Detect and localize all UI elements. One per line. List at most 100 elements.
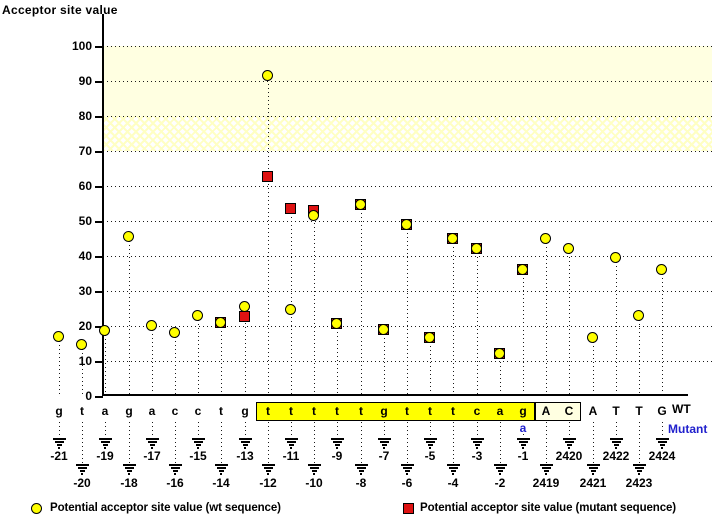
pointer-glyph-bar--16-2	[172, 470, 178, 472]
pointer-glyph-bar--15-1	[193, 441, 203, 443]
pointer-glyph-bar-2423-1	[634, 467, 644, 469]
stem-2424	[662, 270, 663, 394]
legend-wt-marker-icon	[31, 503, 42, 514]
pointer-stem-2419	[546, 422, 547, 464]
pointer-glyph-bar--1-2	[520, 444, 526, 446]
y-axis-line	[102, 14, 104, 396]
pointer-glyph-bar-2419-1	[541, 467, 551, 469]
pointer-glyph-bar-2422-1	[611, 441, 621, 443]
stem--19	[105, 331, 106, 394]
wt-point--1	[517, 264, 528, 275]
pointer-glyph-bar--3-0	[470, 438, 484, 440]
pointer-stem--9	[337, 422, 338, 438]
base--13: g	[241, 404, 249, 418]
pointer-stem--21	[59, 422, 60, 438]
y-tick-label-70: 70	[78, 144, 92, 158]
wt-point--6	[401, 219, 412, 230]
gridline-y-60	[103, 186, 712, 187]
stem--15	[198, 316, 199, 394]
pointer-glyph-bar--7-2	[381, 444, 387, 446]
position-label--6: -6	[401, 476, 413, 490]
pointer-glyph-bar--5-2	[427, 444, 433, 446]
stem--13	[245, 307, 246, 394]
position-label--8: -8	[355, 476, 367, 490]
pointer-glyph-bar-2422-0	[609, 438, 623, 440]
stem--5	[430, 338, 431, 394]
pointer-glyph-bar--2-0	[493, 464, 507, 466]
pointer-stem--4	[453, 422, 454, 464]
wt-point--11	[285, 304, 296, 315]
y-tick-10	[95, 361, 103, 363]
pointer-glyph-bar--16-0	[168, 464, 182, 466]
x-axis-line	[102, 394, 688, 396]
wt-point-2423	[633, 310, 644, 321]
base--16: c	[171, 404, 179, 418]
base--18: g	[125, 404, 133, 418]
pointer-glyph-bar-2423-0	[632, 464, 646, 466]
pointer-stem--14	[221, 422, 222, 464]
wt-point--13	[239, 301, 250, 312]
stem--16	[175, 333, 176, 394]
pointer-glyph-bar--11-0	[284, 438, 298, 440]
gridline-y-70	[103, 151, 712, 152]
pointer-stem-2420	[569, 422, 570, 438]
pointer-stem--19	[105, 422, 106, 438]
position-label--11: -11	[282, 449, 300, 463]
threshold-band-70-80	[103, 116, 712, 151]
base-2420: C	[564, 404, 574, 418]
mutant-point--12	[262, 171, 273, 182]
pointer-glyph-bar--10-0	[307, 464, 321, 466]
pointer-glyph-bar--21-2	[56, 444, 62, 446]
stem--9	[337, 324, 338, 394]
position-label--20: -20	[73, 476, 91, 490]
pointer-glyph-bar-2420-1	[564, 441, 574, 443]
pointer-glyph-bar-2420-0	[562, 438, 576, 440]
pointer-glyph-bar--9-0	[330, 438, 344, 440]
pointer-glyph-bar--6-2	[404, 470, 410, 472]
stem--14	[221, 323, 222, 394]
pointer-glyph-bar--4-0	[446, 464, 460, 466]
base--1: g	[519, 404, 527, 418]
pointer-glyph-bar--6-3	[406, 473, 408, 475]
legend-mutant-marker-icon	[403, 503, 414, 514]
pointer-stem-2423	[639, 422, 640, 464]
pointer-stem-2424	[662, 422, 663, 438]
y-tick-label-90: 90	[78, 74, 92, 88]
pointer-glyph-bar--21-3	[58, 447, 60, 449]
wt-row-label: WT	[672, 402, 691, 416]
pointer-glyph-bar--19-2	[102, 444, 108, 446]
pointer-glyph-bar-2421-2	[590, 470, 596, 472]
wt-point--12	[262, 70, 273, 81]
position-label-2419: 2419	[532, 476, 560, 490]
pointer-glyph-bar--16-3	[174, 473, 176, 475]
pointer-stem-2422	[616, 422, 617, 438]
pointer-glyph-bar--20-0	[75, 464, 89, 466]
pointer-glyph-bar--4-2	[450, 470, 456, 472]
gridline-y-80	[103, 116, 712, 117]
pointer-glyph-bar--8-3	[360, 473, 362, 475]
pointer-glyph-bar--11-3	[290, 447, 292, 449]
pointer-glyph-bar-2421-3	[592, 473, 594, 475]
pointer-glyph-bar--3-3	[476, 447, 478, 449]
y-tick-50	[95, 221, 103, 223]
wt-point--15	[192, 310, 203, 321]
pointer-stem--11	[291, 422, 292, 438]
y-tick-label-100: 100	[71, 39, 92, 53]
pointer-glyph-bar--7-1	[379, 441, 389, 443]
pointer-stem--6	[407, 422, 408, 464]
position-label-2424: 2424	[648, 449, 676, 463]
base--17: a	[148, 404, 156, 418]
position-label--4: -4	[447, 476, 459, 490]
position-label--3: -3	[471, 449, 483, 463]
y-tick-100	[95, 46, 103, 48]
stem-2421	[593, 338, 594, 394]
pointer-stem--5	[430, 422, 431, 438]
position-label--5: -5	[424, 449, 436, 463]
stem--1	[523, 270, 524, 394]
pointer-glyph-bar--5-3	[429, 447, 431, 449]
stem--17	[152, 326, 153, 394]
pointer-glyph-bar--4-3	[452, 473, 454, 475]
stem--2	[500, 354, 501, 394]
position-label--16: -16	[166, 476, 184, 490]
